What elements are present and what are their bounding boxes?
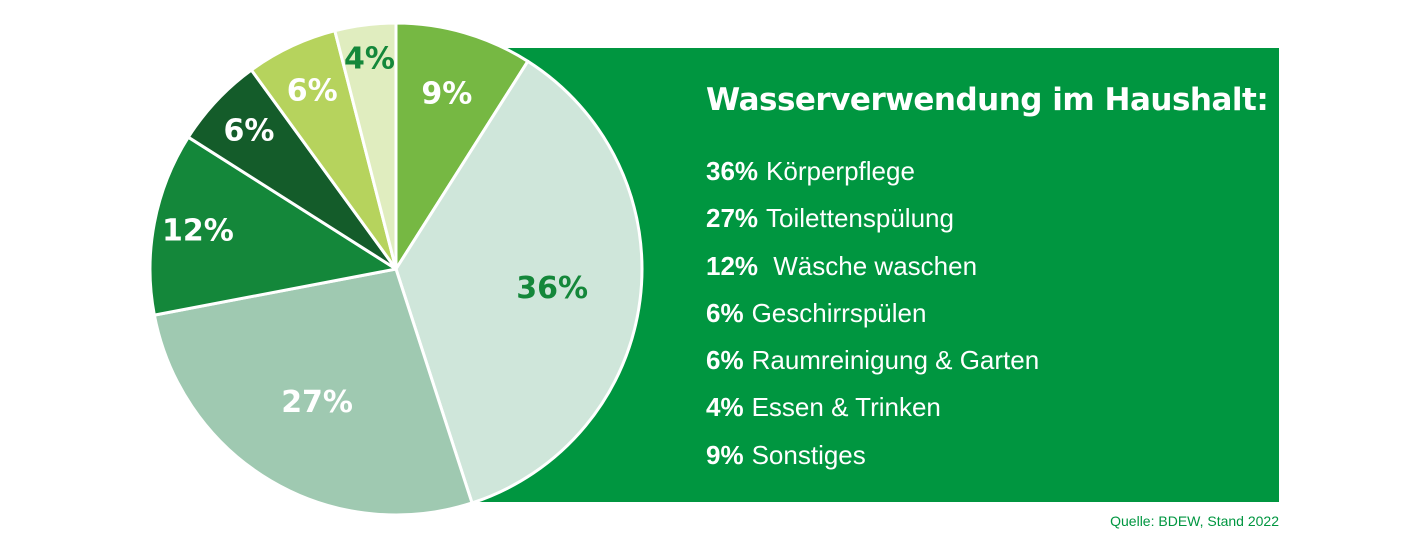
legend-item-percent: 27% <box>706 203 759 234</box>
legend-item-percent: 6% <box>706 345 744 376</box>
legend-item: 12% Wäsche waschen <box>706 243 1039 290</box>
pie-slice-label: 6% <box>287 73 338 108</box>
pie-slice-label: 27% <box>281 385 353 420</box>
pie-slice-label: 12% <box>162 214 234 249</box>
legend-item-percent: 12% <box>706 250 759 281</box>
legend-item: 6% Raumreinigung & Garten <box>706 337 1039 384</box>
legend-item-label: Körperpflege <box>766 156 915 186</box>
legend-item-percent: 9% <box>706 439 744 470</box>
pie-slice-label: 9% <box>421 77 472 112</box>
pie-slices <box>148 21 644 517</box>
legend-item: 4% Essen & Trinken <box>706 384 1039 431</box>
pie-slice <box>394 21 530 271</box>
pie-slice <box>152 267 474 517</box>
source-note: Quelle: BDEW, Stand 2022 <box>1110 513 1279 529</box>
legend-list: 36% Körperpflege 27% Toilettenspülung 12% … <box>706 148 1039 479</box>
legend-item-percent: 6% <box>706 297 744 328</box>
legend-item-percent: 4% <box>706 392 744 423</box>
pie-slice-label: 4% <box>344 42 395 77</box>
legend-item: 36% Körperpflege <box>706 148 1039 195</box>
pie-slice-label: 6% <box>224 113 275 148</box>
pie-slice <box>333 21 398 271</box>
legend-title: Wasserverwendung im Haushalt: <box>706 82 1269 118</box>
pie-slice <box>148 135 398 317</box>
pie-slice <box>394 59 644 505</box>
pie-labels: 9%36%27%12%6%6%4% <box>162 42 588 420</box>
legend-item: 9% Sonstiges <box>706 432 1039 479</box>
legend-item-label: Wäsche waschen <box>766 250 978 281</box>
legend-item: 27% Toilettenspülung <box>706 195 1039 242</box>
legend-item-label: Geschirrspülen <box>751 297 927 328</box>
legend-item: 6% Geschirrspülen <box>706 290 1039 337</box>
legend-item-label: Toilettenspülung <box>766 203 954 234</box>
legend-item-percent: 36% <box>706 156 759 186</box>
legend-item-label: Raumreinigung & Garten <box>751 345 1040 376</box>
legend-item-label: Sonstiges <box>751 439 866 470</box>
legend-item-label: Essen & Trinken <box>751 392 941 423</box>
pie-slice-label: 36% <box>516 271 588 306</box>
